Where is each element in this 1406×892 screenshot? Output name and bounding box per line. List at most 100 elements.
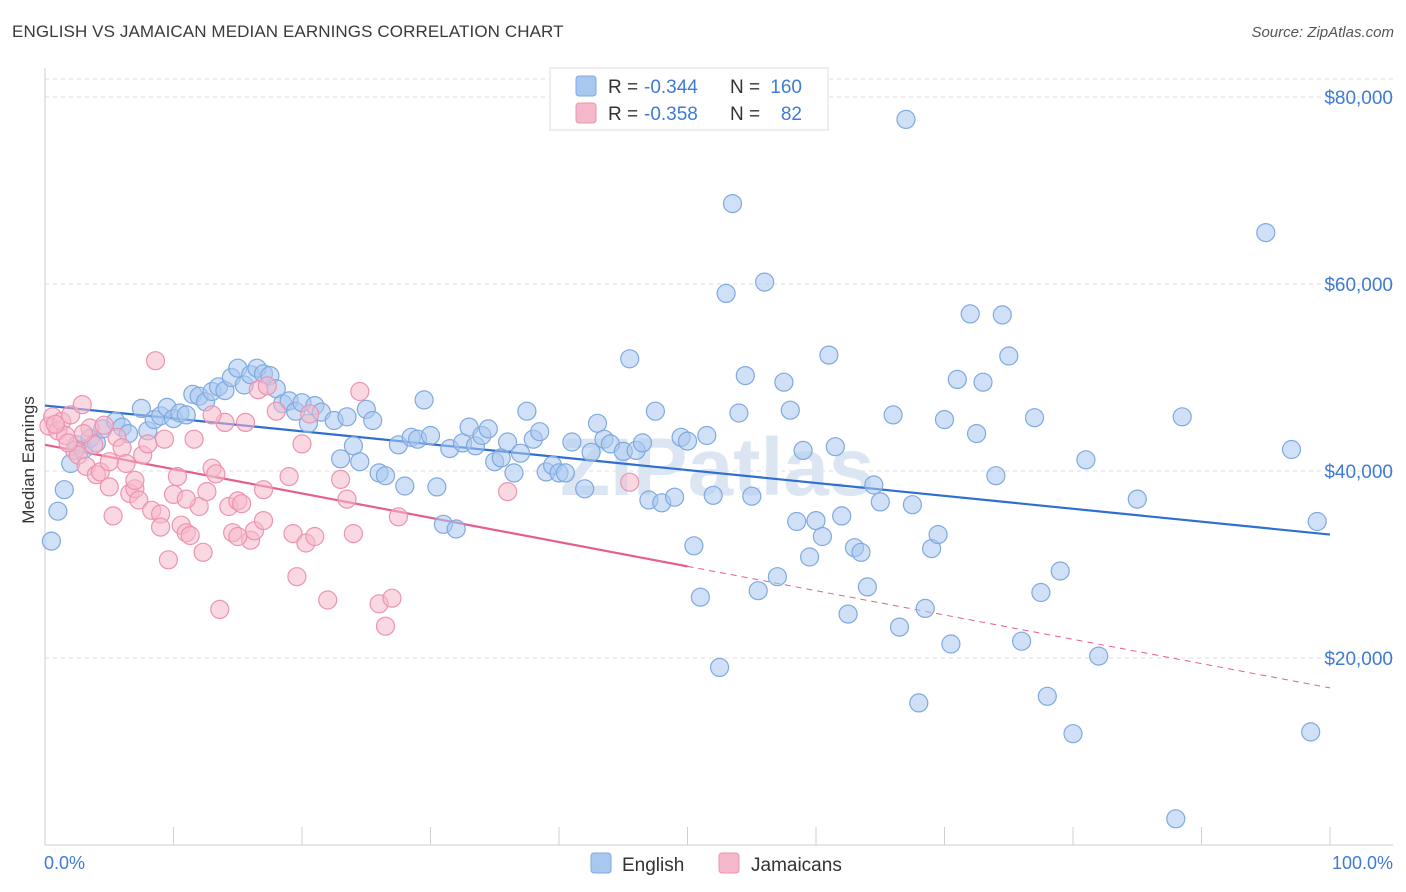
jamaicans-trend-line	[44, 443, 688, 568]
jamaicans-point	[103, 506, 123, 526]
english-point	[510, 443, 531, 463]
english-point	[999, 346, 1019, 366]
legend-n-label: N =	[730, 104, 760, 125]
english-point	[703, 485, 723, 505]
x-tick-label-max: 100.0%	[1332, 853, 1393, 873]
english-point	[645, 401, 666, 421]
english-point	[677, 431, 698, 451]
jamaicans-point	[287, 567, 307, 587]
english-point	[941, 634, 961, 654]
english-point	[1307, 511, 1327, 532]
jamaicans-point	[337, 489, 357, 509]
english-point	[632, 433, 653, 453]
english-point	[883, 405, 903, 425]
english-point	[664, 487, 685, 507]
jamaicans-point	[158, 550, 178, 570]
english-point	[375, 466, 396, 486]
legend-r-label: R =	[608, 77, 638, 98]
jamaicans-point	[498, 482, 518, 502]
english-point	[966, 424, 987, 444]
english-point	[575, 479, 595, 499]
legend-n-label: N =	[730, 77, 760, 98]
english-point	[780, 400, 800, 420]
jamaicans-point	[292, 434, 312, 454]
jamaicans-point	[266, 401, 286, 421]
jamaicans-point	[253, 480, 274, 500]
jamaicans-point	[154, 429, 175, 449]
english-point	[1166, 809, 1186, 829]
legend-swatch-jamaicans	[575, 102, 597, 124]
jamaicans-point	[382, 588, 402, 608]
jamaicans-point	[176, 489, 196, 509]
jamaicans-point	[193, 542, 213, 562]
jamaicans-point	[343, 523, 363, 544]
english-point	[350, 452, 370, 472]
jamaicans-point	[318, 590, 338, 610]
english-point	[722, 194, 743, 214]
english-point	[446, 519, 466, 539]
jamaicans-point	[257, 376, 277, 396]
legend-r-value-jamaicans: -0.358	[644, 104, 698, 125]
jamaicans-point	[300, 404, 320, 424]
jamaicans-trend-line-extension	[687, 565, 1331, 689]
jamaicans-point	[197, 482, 217, 502]
english-point	[1024, 408, 1045, 428]
english-point	[1089, 646, 1109, 666]
english-point	[806, 510, 826, 531]
axes-layer	[44, 68, 1393, 846]
jamaicans-point	[206, 464, 226, 484]
english-point	[1301, 722, 1321, 742]
jamaicans-point	[184, 429, 204, 449]
english-point	[530, 422, 550, 442]
jamaicans-point	[388, 507, 408, 527]
chart-source: Source: ZipAtlas.com	[1251, 24, 1394, 41]
english-point	[498, 432, 518, 452]
english-point	[331, 449, 351, 469]
english-point	[735, 366, 755, 386]
english-point	[491, 448, 511, 468]
english-point	[395, 476, 415, 496]
english-point	[754, 272, 775, 292]
english-point	[774, 372, 794, 392]
english-point	[1037, 686, 1057, 706]
english-point	[742, 486, 762, 506]
english-point	[1256, 223, 1276, 243]
english-point	[414, 390, 434, 410]
english-point	[812, 526, 833, 547]
legend-label-english: English	[622, 855, 684, 876]
english-point	[1281, 439, 1302, 460]
jamaicans-point	[620, 472, 640, 492]
chart-title: ENGLISH VS JAMAICAN MEDIAN EARNINGS CORR…	[12, 22, 564, 41]
english-point	[864, 475, 884, 495]
legend-r-label: R =	[608, 104, 638, 125]
english-point	[896, 109, 916, 130]
legend-label-jamaicans: Jamaicans	[751, 855, 842, 876]
english-point	[870, 492, 890, 512]
jamaicans-point	[305, 526, 325, 547]
english-point	[1011, 631, 1032, 651]
jamaicans-point	[99, 452, 119, 472]
jamaicans-point	[73, 424, 94, 444]
jamaicans-point	[125, 470, 145, 490]
english-point	[343, 436, 363, 456]
legend-r-value-english: -0.344	[644, 77, 698, 98]
stats-legend: R = -0.344 N = 160 R = -0.358 N = 82	[549, 67, 829, 131]
jamaicans-point	[350, 381, 370, 402]
english-point	[176, 405, 196, 425]
jamaicans-point	[210, 599, 230, 620]
english-point	[427, 477, 447, 497]
jamaicans-point	[235, 412, 256, 432]
english-point	[819, 345, 839, 365]
series-legend: English Jamaicans	[590, 852, 842, 876]
english-point	[54, 480, 74, 500]
english-point	[48, 501, 68, 521]
english-point	[889, 617, 910, 637]
x-tick-label-min: 0.0%	[44, 853, 85, 873]
english-point	[992, 305, 1012, 325]
jamaicans-point	[283, 523, 303, 544]
english-point	[729, 403, 749, 423]
english-point	[1063, 724, 1083, 744]
english-point	[960, 304, 980, 324]
english-point	[986, 466, 1006, 486]
